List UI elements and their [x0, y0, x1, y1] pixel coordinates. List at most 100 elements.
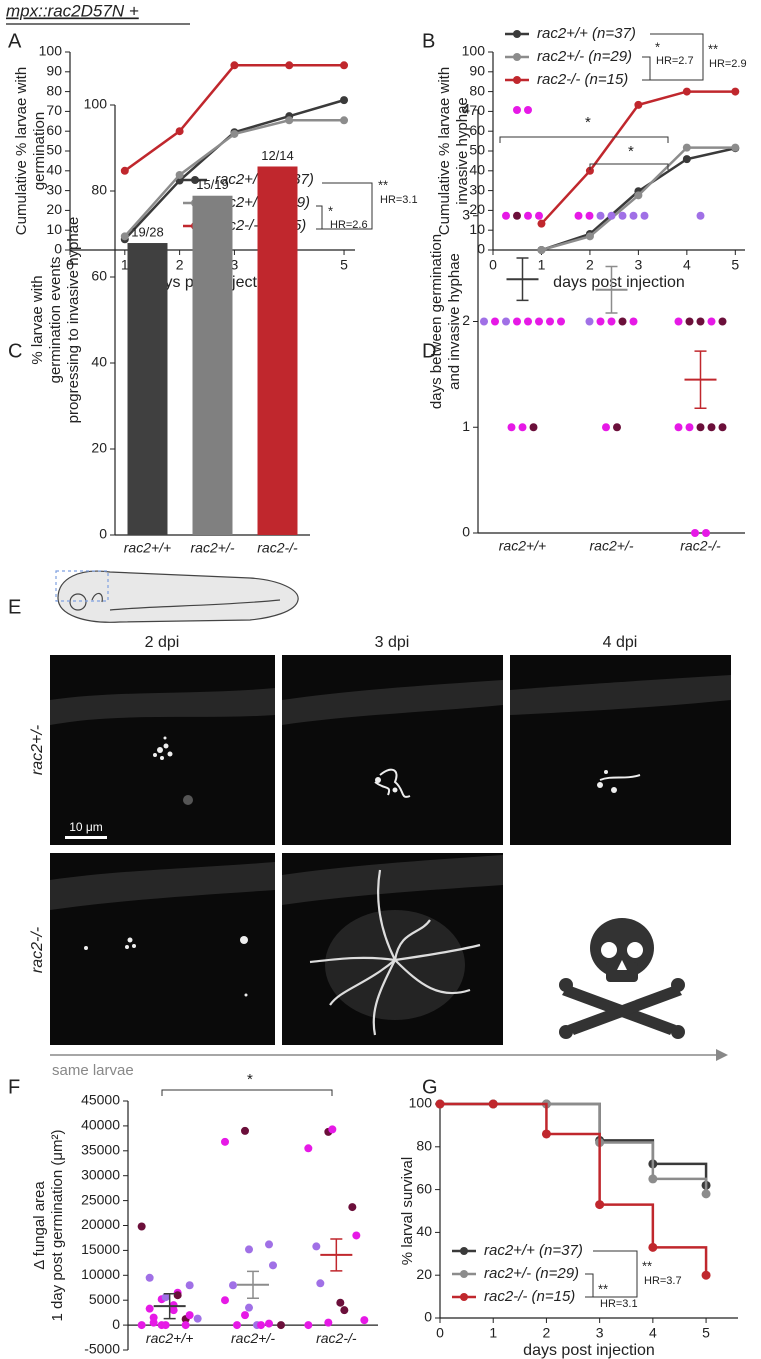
y-tick-label: 50	[469, 142, 485, 158]
legend-marker	[191, 176, 199, 184]
legend-label: rac2+/- (n=29)	[537, 48, 632, 65]
panel-label: A	[8, 30, 22, 52]
legend-marker	[460, 1270, 468, 1278]
point	[285, 61, 294, 70]
point	[480, 317, 488, 326]
y-axis-label: progressing to invasive hyphae	[65, 217, 82, 424]
bracket	[322, 182, 373, 230]
point	[513, 106, 521, 114]
x-tick-label: rac2-/-	[316, 1330, 357, 1346]
series-line	[124, 64, 345, 172]
point	[230, 129, 239, 138]
x-tick-label: 2	[176, 257, 184, 273]
point	[648, 1174, 658, 1184]
row-label: rac2+/-	[29, 725, 46, 775]
annotation: HR=3.7	[644, 1275, 682, 1287]
point	[257, 1321, 265, 1330]
x-tick-label: rac2+/-	[231, 1330, 275, 1346]
y-tick-label: 35000	[81, 1142, 120, 1158]
legend-label: rac2+/- (n=29)	[484, 1265, 579, 1282]
legend-marker	[460, 1293, 468, 1301]
y-tick-label: 10	[46, 221, 62, 237]
annotation: *	[247, 1071, 253, 1088]
point	[685, 317, 694, 326]
point	[221, 1137, 229, 1146]
point	[535, 211, 543, 220]
point	[245, 1303, 253, 1312]
bar	[192, 195, 233, 536]
y-tick-label: 0	[99, 526, 107, 542]
point	[701, 1189, 711, 1199]
y-tick-label: 100	[39, 43, 63, 59]
y-tick-label: 40	[91, 354, 107, 370]
y-tick-label: 100	[409, 1095, 433, 1111]
annotation: **	[708, 41, 718, 56]
point	[193, 1314, 202, 1323]
annotation: HR=2.6	[330, 219, 368, 231]
x-tick-label: 1	[121, 257, 129, 273]
y-tick-label: 80	[46, 82, 62, 98]
x-tick-label: rac2+/-	[590, 538, 634, 554]
point	[360, 1316, 369, 1325]
y-tick-label: 15000	[81, 1241, 120, 1257]
x-tick-label: 0	[66, 257, 74, 273]
error-bar	[694, 350, 707, 409]
y-tick-label: 0	[54, 241, 62, 257]
series-line	[440, 1102, 708, 1276]
point	[596, 317, 605, 326]
scale-bar-label: 10 μm	[69, 820, 103, 834]
point	[340, 1306, 349, 1315]
point	[502, 317, 510, 326]
y-tick-label: 20000	[81, 1216, 120, 1232]
y-tick-label: 20	[46, 201, 62, 217]
point	[312, 1242, 321, 1251]
annotation: HR=3.1	[600, 1298, 638, 1310]
y-tick-label: 45000	[81, 1092, 120, 1108]
bracket	[650, 33, 704, 81]
annotation: *	[628, 143, 634, 160]
y-tick-label: 100	[462, 43, 486, 59]
point	[696, 317, 705, 326]
point	[221, 1296, 229, 1305]
panel-label: E	[8, 596, 21, 618]
point	[682, 87, 691, 96]
point	[702, 529, 710, 537]
y-tick-label: 80	[469, 82, 485, 98]
error-bar	[516, 257, 529, 302]
point	[137, 1321, 146, 1330]
point	[524, 211, 532, 220]
point	[513, 211, 521, 220]
y-tick-label: 30	[46, 181, 62, 197]
annotation: HR=2.9	[709, 58, 747, 70]
point	[535, 317, 543, 326]
legend-label: rac2-/- (n=15)	[484, 1288, 575, 1305]
value-label: 19/28	[131, 224, 164, 239]
y-tick-label: 90	[469, 63, 485, 79]
panel-label: F	[8, 1076, 20, 1098]
y-axis-label: Cumulative % larvae with	[13, 67, 30, 235]
point	[674, 317, 683, 326]
point	[328, 1125, 337, 1134]
point	[596, 211, 605, 220]
point	[524, 106, 532, 114]
point	[674, 423, 683, 432]
point	[324, 1318, 333, 1327]
point	[613, 423, 621, 432]
point	[731, 87, 740, 96]
y-tick-label: -5000	[84, 1341, 120, 1357]
point	[618, 317, 627, 326]
point	[618, 211, 627, 220]
point	[241, 1126, 249, 1135]
point	[145, 1304, 154, 1313]
micrographs	[50, 655, 731, 1061]
point	[574, 211, 583, 220]
point	[518, 423, 527, 432]
panel-label: G	[422, 1076, 438, 1098]
y-tick-label: 10	[469, 221, 485, 237]
point	[277, 1321, 285, 1330]
legend-label: rac2+/+ (n=37)	[484, 1242, 583, 1259]
point	[175, 127, 184, 136]
x-tick-label: 5	[340, 257, 348, 273]
point	[648, 1242, 658, 1252]
